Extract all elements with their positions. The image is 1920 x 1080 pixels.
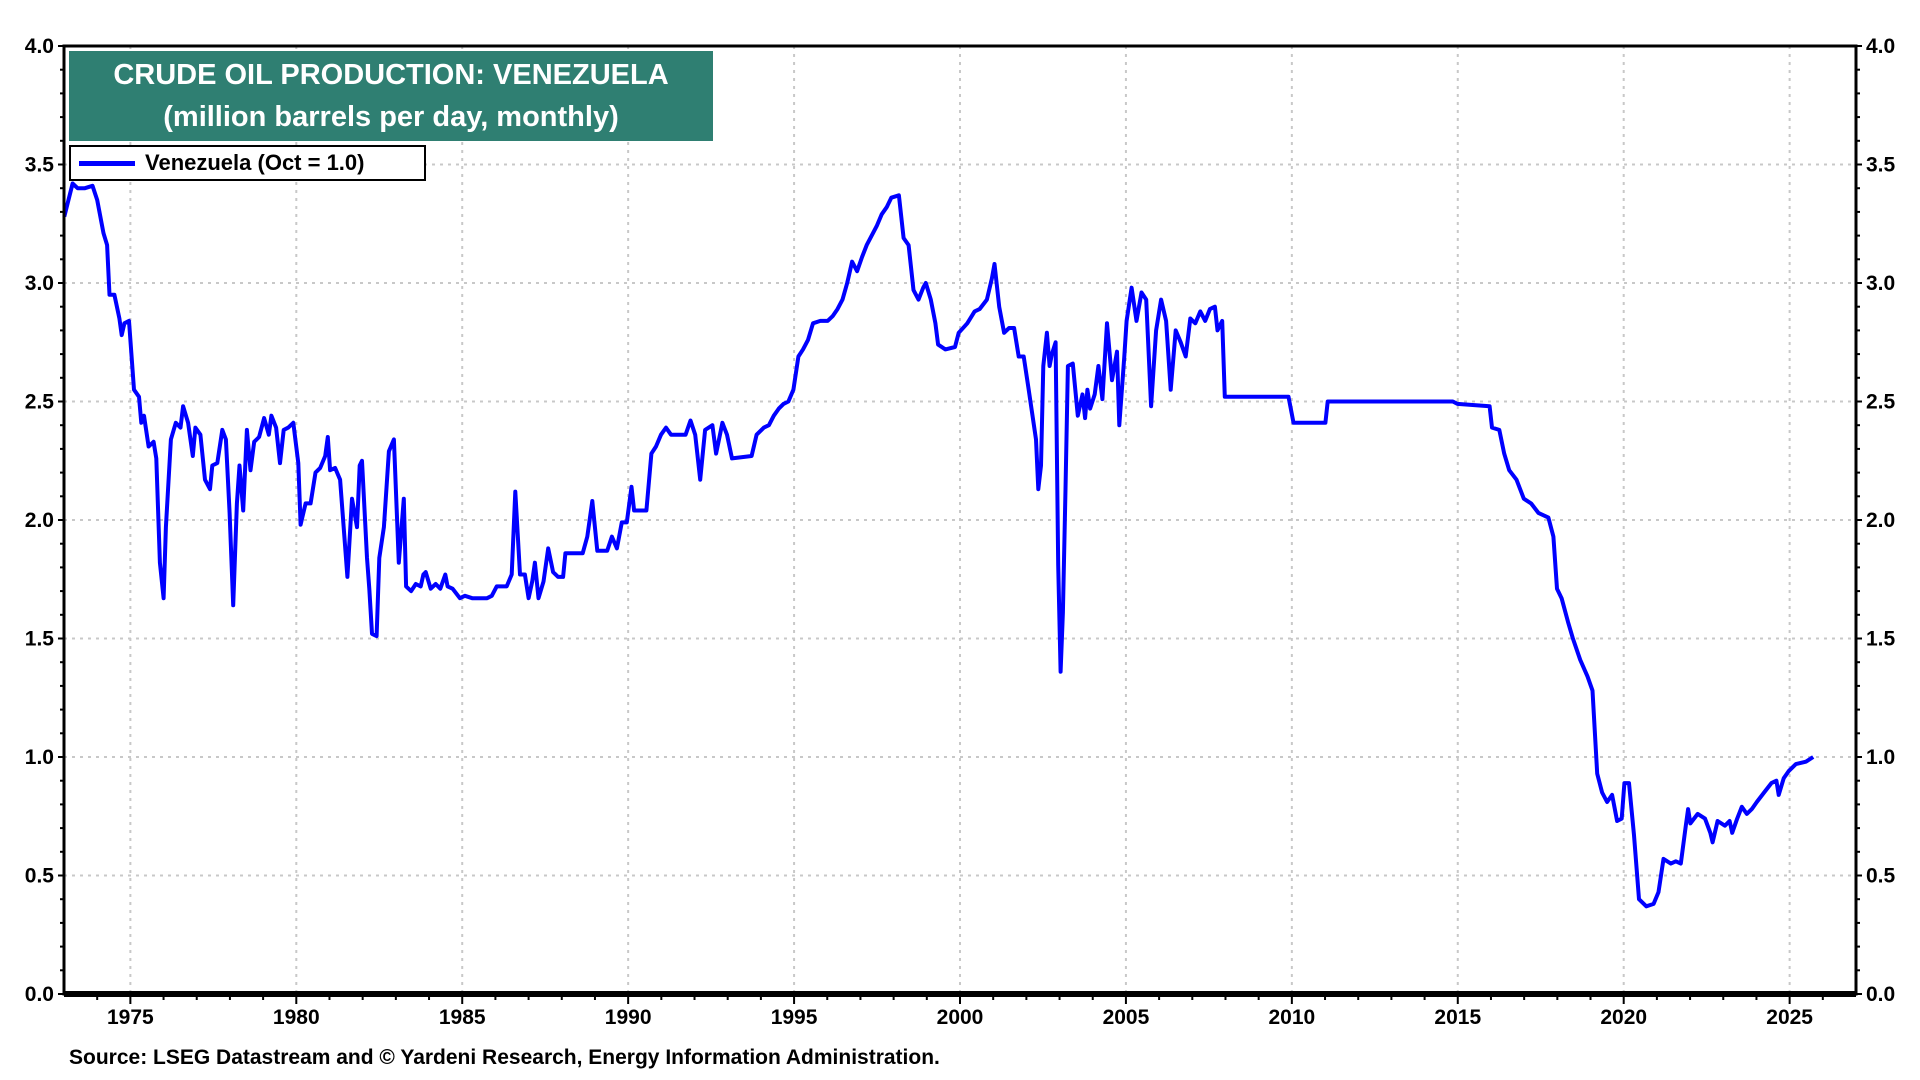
grid <box>64 46 1856 994</box>
axes: 0.0 0.0 0.5 0.5 1.0 1.0 1.5 1.5 2.0 2.0 2.5 2.5 3.0 3… <box>25 35 1896 1029</box>
y-tick-label-left: 1.5 <box>25 628 55 651</box>
chart-subtitle: (million barrels per day, monthly) <box>163 101 619 133</box>
y-tick-label-left: 1.0 <box>25 746 54 769</box>
x-tick-label: 2000 <box>937 1006 984 1029</box>
y-tick-label-right: 3.5 <box>1866 154 1896 177</box>
x-tick-label: 2015 <box>1434 1006 1481 1029</box>
y-tick-label-left: 0.5 <box>25 865 55 888</box>
y-tick-label-right: 1.5 <box>1866 628 1896 651</box>
y-tick-label-right: 0.0 <box>1866 983 1895 1006</box>
y-tick-label-left: 4.0 <box>25 35 54 58</box>
chart-title-box: CRUDE OIL PRODUCTION: VENEZUELA (million… <box>69 51 713 141</box>
y-tick-label-right: 2.0 <box>1866 509 1895 532</box>
y-tick-label-right: 4.0 <box>1866 35 1895 58</box>
x-tick-label: 1990 <box>605 1006 652 1029</box>
y-tick-label-right: 3.0 <box>1866 272 1895 295</box>
legend-swatch <box>79 160 135 166</box>
y-tick-label-right: 1.0 <box>1866 746 1895 769</box>
y-tick-label-left: 3.0 <box>25 272 54 295</box>
chart-title: CRUDE OIL PRODUCTION: VENEZUELA <box>113 59 669 91</box>
y-tick-label-left: 2.0 <box>25 509 54 532</box>
series-line-venezuela <box>62 181 1815 909</box>
y-tick-label-left: 3.5 <box>25 154 55 177</box>
source-note: Source: LSEG Datastream and © Yardeni Re… <box>69 1046 940 1069</box>
x-tick-label: 1995 <box>771 1006 818 1029</box>
legend-label: Venezuela (Oct = 1.0) <box>145 150 365 175</box>
y-tick-label-left: 2.5 <box>25 391 55 414</box>
x-tick-label: 1980 <box>273 1006 320 1029</box>
x-tick-label: 2005 <box>1103 1006 1150 1029</box>
x-tick-label: 2010 <box>1268 1006 1315 1029</box>
x-tick-label: 1975 <box>107 1006 154 1029</box>
x-tick-label: 2020 <box>1600 1006 1647 1029</box>
y-tick-label-left: 0.0 <box>25 983 54 1006</box>
x-tick-label: 2025 <box>1766 1006 1813 1029</box>
x-tick-label: 1985 <box>439 1006 486 1029</box>
y-tick-label-right: 0.5 <box>1866 865 1896 888</box>
y-tick-label-right: 2.5 <box>1866 391 1896 414</box>
legend: Venezuela (Oct = 1.0) <box>69 145 426 181</box>
series-layer <box>62 181 1815 909</box>
